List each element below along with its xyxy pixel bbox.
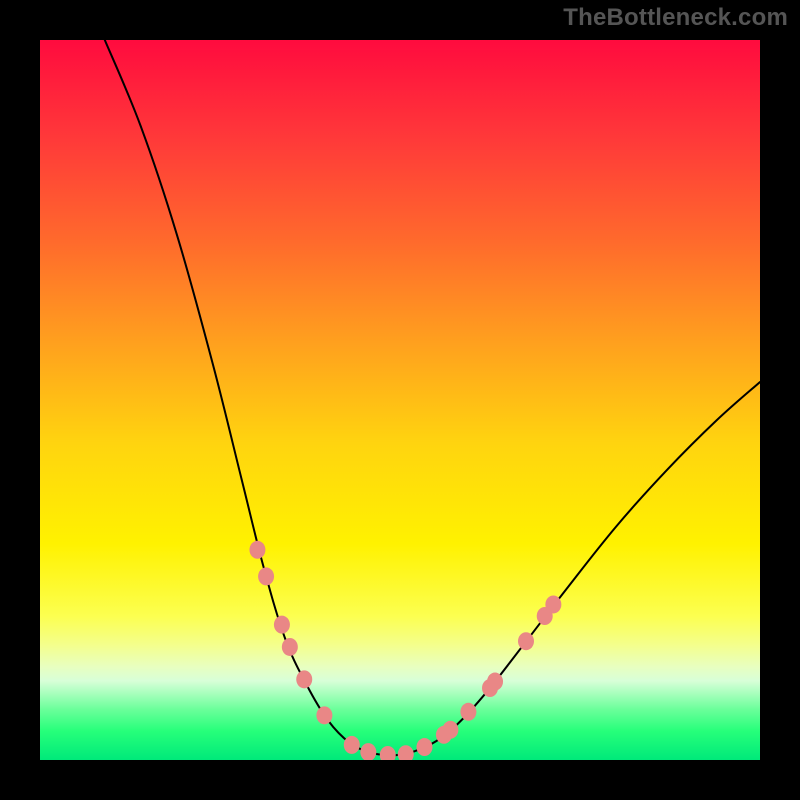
marker-point: [545, 595, 561, 613]
marker-point: [518, 632, 534, 650]
marker-point: [249, 541, 265, 559]
chart-svg: [0, 0, 800, 800]
marker-point: [316, 706, 332, 724]
chart-stage: TheBottleneck.com: [0, 0, 800, 800]
marker-point: [360, 743, 376, 761]
marker-point: [258, 567, 274, 585]
watermark-text: TheBottleneck.com: [563, 4, 788, 32]
marker-point: [460, 703, 476, 721]
marker-point: [344, 736, 360, 754]
marker-point: [296, 670, 312, 688]
marker-point: [442, 721, 458, 739]
marker-point: [274, 616, 290, 634]
marker-point: [282, 638, 298, 656]
marker-point: [416, 738, 432, 756]
marker-point: [487, 673, 503, 691]
